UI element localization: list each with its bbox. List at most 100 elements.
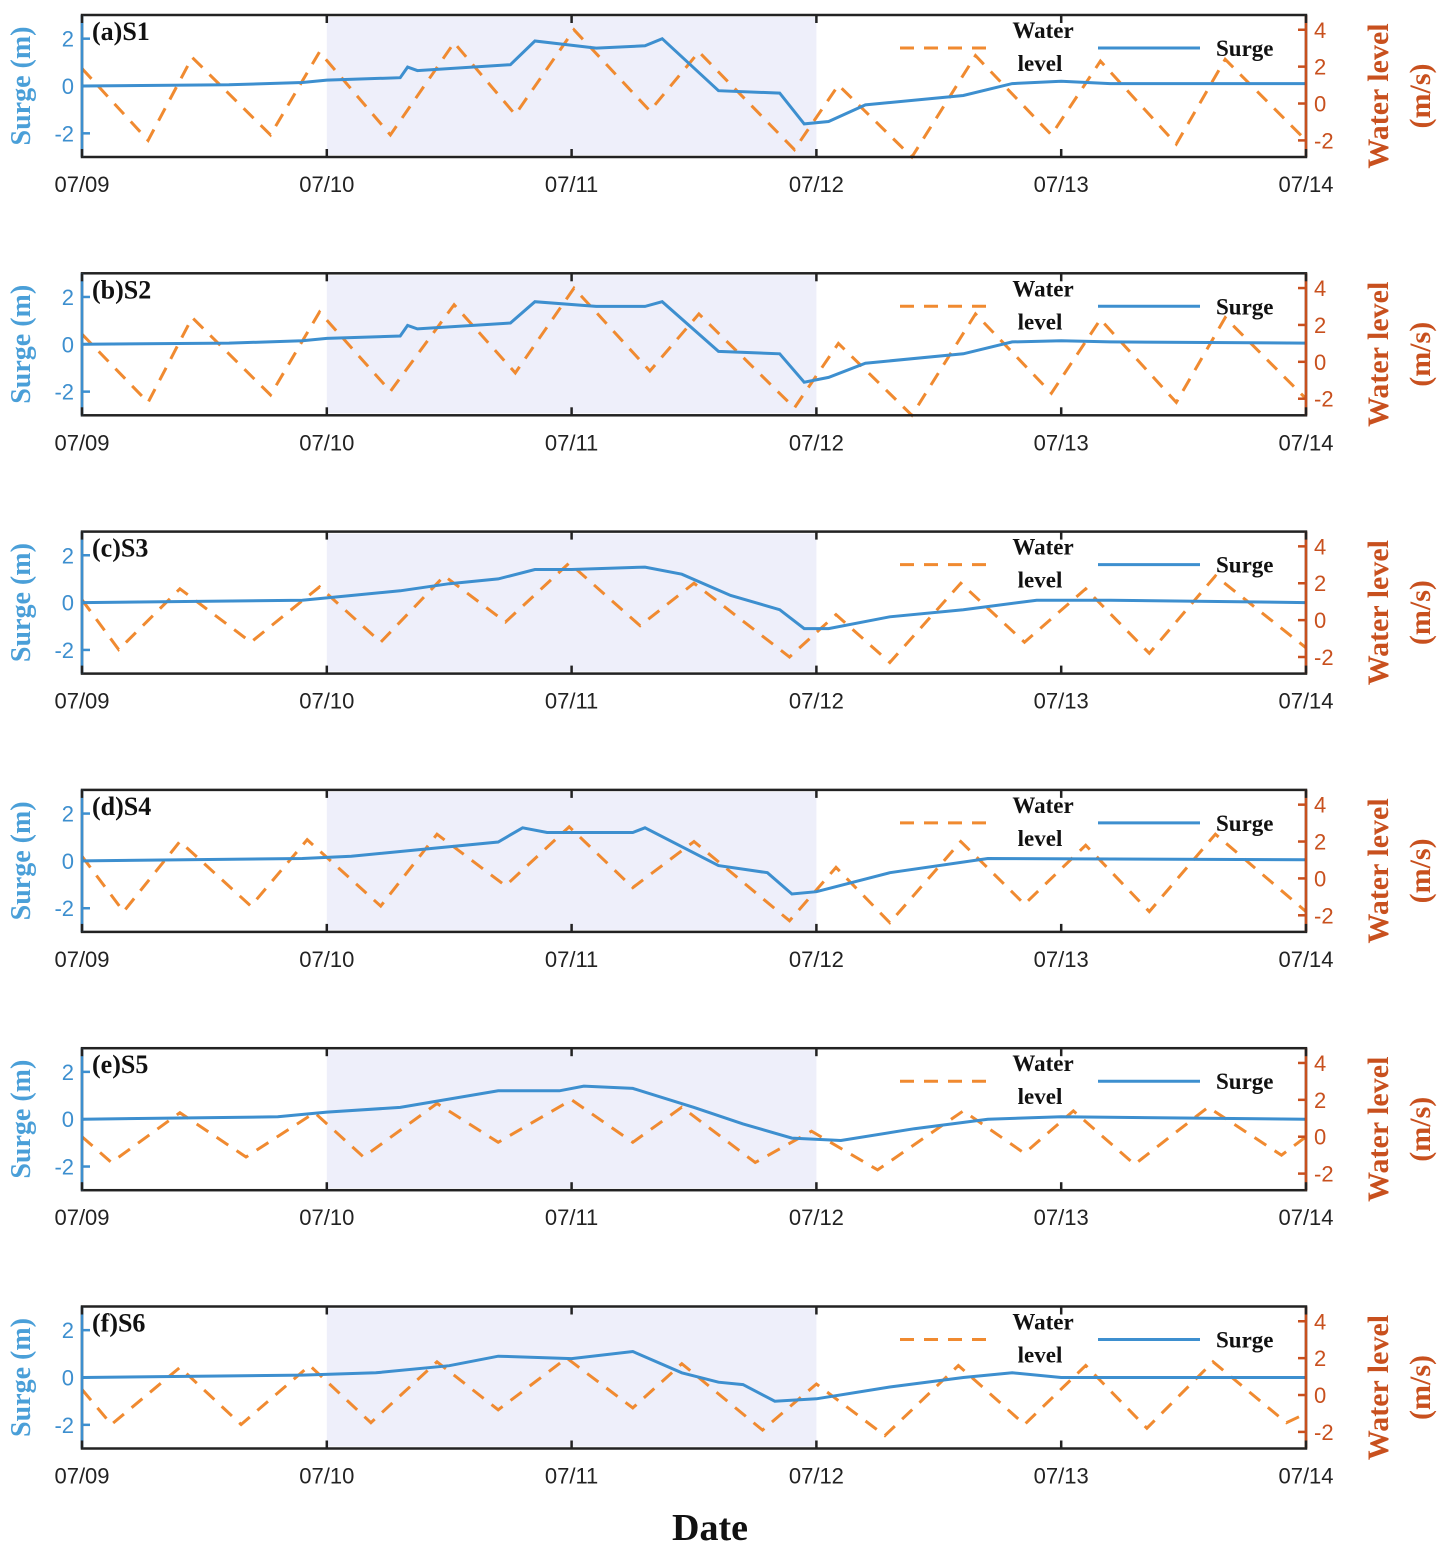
right-y-tick-label: 0 bbox=[1314, 1383, 1326, 1408]
shaded-period bbox=[326, 1050, 817, 1189]
legend-surge-label: Surge bbox=[1216, 553, 1274, 578]
x-tick-label: 07/14 bbox=[1278, 430, 1333, 455]
right-y-axis-title: Water level bbox=[1362, 23, 1395, 168]
left-y-tick-label: 0 bbox=[62, 1366, 74, 1391]
surge-line bbox=[81, 826, 1307, 896]
legend-surge-label: Surge bbox=[1216, 294, 1274, 319]
left-y-tick-label: 2 bbox=[62, 543, 74, 568]
x-tick-label: 07/12 bbox=[789, 689, 844, 714]
legend-water-level-label: Water bbox=[1012, 18, 1073, 43]
x-tick-label: 07/13 bbox=[1034, 1464, 1089, 1489]
legend-water-level-label-line2: level bbox=[1018, 568, 1063, 593]
x-tick-label: 07/09 bbox=[54, 1464, 109, 1489]
right-y-tick-label: -2 bbox=[1314, 387, 1334, 412]
right-y-tick-label: 0 bbox=[1314, 866, 1326, 891]
right-y-tick-label: 4 bbox=[1314, 276, 1326, 301]
legend-water-level-label-line2: level bbox=[1018, 1084, 1063, 1109]
x-tick-label: 07/09 bbox=[54, 1205, 109, 1230]
left-y-axis-title: Surge (m) bbox=[6, 1318, 37, 1437]
panel-6: 07/09 07/10 07/11 07/12 07/13 07/14 2 0 -2 4 2 0 -2 S… bbox=[6, 1305, 1437, 1489]
right-y-tick-label: -2 bbox=[1314, 903, 1334, 928]
legend-water-level-label: Water bbox=[1012, 1051, 1073, 1076]
x-tick-label: 07/14 bbox=[1278, 947, 1333, 972]
x-tick-label: 07/14 bbox=[1278, 1205, 1333, 1230]
panel-5: 07/09 07/10 07/11 07/12 07/13 07/14 2 0 -2 4 2 0 -2 S… bbox=[6, 1046, 1437, 1230]
right-y-tick-label: 0 bbox=[1314, 608, 1326, 633]
panel-title: (c)S3 bbox=[92, 534, 148, 563]
right-y-tick-label: 2 bbox=[1314, 571, 1326, 596]
left-y-axis-title: Surge (m) bbox=[6, 801, 37, 920]
left-y-axis-title: Surge (m) bbox=[6, 285, 37, 404]
left-y-tick-label: 2 bbox=[62, 285, 74, 310]
panel-1: 07/09 07/10 07/11 07/12 07/13 07/14 2 0 -2 4 2 0 -2 S… bbox=[6, 13, 1437, 197]
legend-water-level-label: Water bbox=[1012, 1310, 1073, 1335]
right-y-tick-label: 4 bbox=[1314, 793, 1326, 818]
surge-line bbox=[81, 1349, 1306, 1403]
left-y-tick-label: 0 bbox=[62, 849, 74, 874]
right-y-tick-label: 2 bbox=[1314, 830, 1326, 855]
panel-3: 07/09 07/10 07/11 07/12 07/13 07/14 2 0 -2 4 2 0 -2 S… bbox=[6, 530, 1437, 714]
right-y-tick-label: 0 bbox=[1314, 92, 1326, 117]
right-y-tick-label: 4 bbox=[1314, 18, 1326, 43]
legend-surge-label: Surge bbox=[1216, 36, 1274, 61]
right-y-axis-unit: (m/s) bbox=[1404, 580, 1437, 645]
right-y-tick-label: -2 bbox=[1314, 1420, 1334, 1445]
right-y-tick-label: 4 bbox=[1314, 1309, 1326, 1334]
legend-surge-label: Surge bbox=[1216, 811, 1274, 836]
right-y-tick-label: 0 bbox=[1314, 350, 1326, 375]
water-level-line bbox=[80, 285, 1308, 418]
x-tick-label: 07/10 bbox=[299, 947, 354, 972]
x-tick-label: 07/13 bbox=[1034, 172, 1089, 197]
left-y-tick-label: 0 bbox=[62, 332, 74, 357]
right-y-axis-title: Water level bbox=[1362, 540, 1395, 685]
left-y-tick-label: 2 bbox=[62, 1318, 74, 1343]
panel-title: (a)S1 bbox=[92, 17, 150, 46]
right-y-axis-title: Water level bbox=[1362, 282, 1395, 427]
surge-line bbox=[81, 565, 1307, 631]
left-y-tick-label: -2 bbox=[54, 380, 74, 405]
water-level-line bbox=[81, 1098, 1307, 1172]
x-tick-label: 07/10 bbox=[299, 172, 354, 197]
x-tick-label: 07/14 bbox=[1278, 689, 1333, 714]
left-y-tick-label: -2 bbox=[54, 1413, 74, 1438]
shaded-period bbox=[326, 533, 817, 672]
x-tick-label: 07/09 bbox=[54, 172, 109, 197]
left-y-tick-label: -2 bbox=[54, 121, 74, 146]
right-y-tick-label: -2 bbox=[1314, 128, 1334, 153]
left-y-tick-label: 0 bbox=[62, 591, 74, 616]
right-y-axis-unit: (m/s) bbox=[1404, 838, 1437, 903]
x-tick-label: 07/11 bbox=[545, 1205, 598, 1230]
water-level-line bbox=[80, 560, 1307, 665]
panel-title: (e)S5 bbox=[92, 1050, 148, 1079]
water-level-line bbox=[80, 1356, 1307, 1438]
right-y-tick-label: 4 bbox=[1314, 534, 1326, 559]
left-y-axis-title: Surge (m) bbox=[6, 1060, 37, 1179]
right-y-tick-label: 2 bbox=[1314, 313, 1326, 338]
x-tick-label: 07/11 bbox=[545, 1464, 598, 1489]
panel-4: 07/09 07/10 07/11 07/12 07/13 07/14 2 0 -2 4 2 0 -2 S… bbox=[6, 788, 1437, 972]
legend-surge-label: Surge bbox=[1216, 1328, 1274, 1353]
legend-surge-label: Surge bbox=[1216, 1069, 1274, 1094]
surge-line bbox=[81, 300, 1307, 384]
x-tick-label: 07/09 bbox=[54, 430, 109, 455]
shaded-period bbox=[326, 791, 817, 930]
surge-line bbox=[81, 1084, 1307, 1143]
shaded-period bbox=[326, 275, 817, 414]
x-tick-label: 07/12 bbox=[789, 1464, 844, 1489]
x-tick-label: 07/11 bbox=[545, 430, 598, 455]
right-y-axis-unit: (m/s) bbox=[1404, 1355, 1437, 1420]
x-tick-label: 07/09 bbox=[54, 947, 109, 972]
left-y-axis-title: Surge (m) bbox=[6, 543, 37, 662]
water-level-line bbox=[80, 27, 1308, 160]
panel-title: (d)S4 bbox=[92, 792, 151, 821]
right-y-tick-label: 0 bbox=[1314, 1125, 1326, 1150]
left-y-tick-label: 0 bbox=[62, 74, 74, 99]
legend-water-level-label-line2: level bbox=[1018, 309, 1063, 334]
x-tick-label: 07/14 bbox=[1278, 1464, 1333, 1489]
x-tick-label: 07/09 bbox=[54, 689, 109, 714]
x-tick-label: 07/11 bbox=[545, 689, 598, 714]
left-y-tick-label: 2 bbox=[62, 802, 74, 827]
right-y-tick-label: 4 bbox=[1314, 1051, 1326, 1076]
x-tick-label: 07/11 bbox=[545, 947, 598, 972]
